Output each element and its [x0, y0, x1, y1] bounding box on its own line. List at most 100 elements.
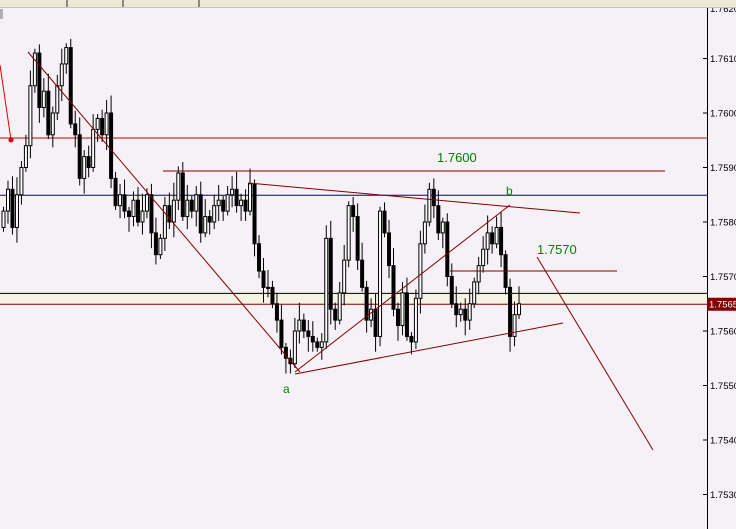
candle-body	[86, 156, 91, 169]
candle	[158, 233, 163, 260]
red-arrow-line[interactable]	[0, 64, 12, 141]
candle	[100, 109, 105, 142]
price-band	[0, 292, 707, 304]
trendline-down[interactable]	[27, 51, 301, 373]
point-label-b: b	[506, 184, 513, 198]
candle-body	[64, 47, 69, 65]
candle-body	[10, 188, 15, 228]
level-label-1: 1.7600	[437, 150, 477, 165]
candle	[225, 186, 230, 216]
candle	[140, 193, 145, 235]
candle-body	[346, 205, 351, 261]
candle	[445, 213, 450, 287]
price-axis[interactable]	[707, 8, 736, 529]
toolbar-tab[interactable]	[124, 0, 200, 7]
candle	[431, 178, 436, 219]
candle-body	[225, 194, 230, 212]
candle	[176, 166, 181, 211]
candle-body	[400, 292, 405, 327]
candle	[77, 117, 82, 186]
y-tick-label: 1.7560	[710, 327, 736, 338]
candle	[127, 206, 132, 232]
candle	[315, 337, 320, 352]
candle-body	[1, 210, 6, 228]
candle	[472, 277, 477, 309]
candle-body	[252, 183, 257, 245]
trendline-projection[interactable]	[536, 256, 654, 451]
red-marker-dot[interactable]	[8, 137, 14, 143]
candle-body	[440, 221, 445, 234]
candle-body	[463, 308, 468, 321]
candle	[279, 304, 284, 355]
candle-body	[431, 188, 436, 207]
candle-body	[274, 303, 279, 321]
candle	[162, 196, 167, 251]
candle-body	[14, 194, 19, 228]
candle	[440, 217, 445, 249]
candle	[306, 320, 311, 352]
candle	[485, 215, 490, 265]
candle	[32, 48, 37, 93]
candle	[467, 288, 472, 330]
trendline-upper[interactable]	[247, 182, 581, 214]
candle-body	[485, 232, 490, 250]
toolbar-tab[interactable]	[68, 0, 124, 7]
candle-body	[369, 308, 374, 321]
candle-body	[118, 194, 123, 207]
trendline-a-b[interactable]	[294, 204, 511, 373]
candle	[265, 269, 270, 298]
candle	[494, 216, 499, 249]
scroll-handle[interactable]	[0, 9, 3, 19]
candle-body	[5, 188, 10, 212]
candle	[180, 162, 185, 221]
candle	[463, 298, 468, 336]
candle	[95, 114, 100, 142]
candle	[14, 177, 19, 243]
candle	[499, 212, 504, 268]
candle-body	[176, 172, 181, 201]
candle-body	[373, 308, 378, 337]
candle	[153, 217, 158, 265]
candle	[185, 184, 190, 230]
candle	[46, 73, 51, 140]
candle	[41, 78, 46, 118]
candle-body	[131, 199, 136, 218]
candle	[395, 302, 400, 341]
candle-body	[95, 117, 100, 130]
candle-body	[234, 188, 239, 207]
candle	[387, 219, 392, 279]
candle	[19, 160, 24, 205]
candle-body	[198, 194, 203, 234]
trendline-lower[interactable]	[294, 322, 564, 375]
candle	[257, 235, 262, 279]
candle	[261, 257, 266, 303]
candle	[239, 193, 244, 221]
candle	[512, 301, 517, 347]
level-label-2: 1.7570	[537, 242, 577, 257]
candle-body	[490, 232, 495, 245]
candle-body	[382, 210, 387, 234]
candle-body	[32, 52, 37, 87]
candle	[104, 99, 109, 151]
candle	[198, 181, 203, 243]
candle	[135, 187, 140, 227]
candle-body	[467, 303, 472, 321]
candle-body	[149, 194, 154, 234]
candle-body	[46, 90, 51, 136]
y-tick-label: 1.7590	[710, 163, 736, 174]
candle-body	[517, 303, 522, 316]
candle	[454, 286, 459, 328]
candle	[503, 250, 508, 295]
toolbar-tab[interactable]	[0, 0, 68, 7]
candle-body	[481, 248, 486, 267]
candle-body	[59, 63, 64, 87]
candle-body	[221, 199, 226, 212]
candle	[404, 277, 409, 341]
candle	[10, 176, 15, 235]
candle	[149, 183, 154, 249]
candle-body	[265, 286, 270, 289]
candle-body	[162, 205, 167, 239]
candle	[86, 145, 91, 178]
y-tick-label: 1.7610	[710, 54, 736, 65]
